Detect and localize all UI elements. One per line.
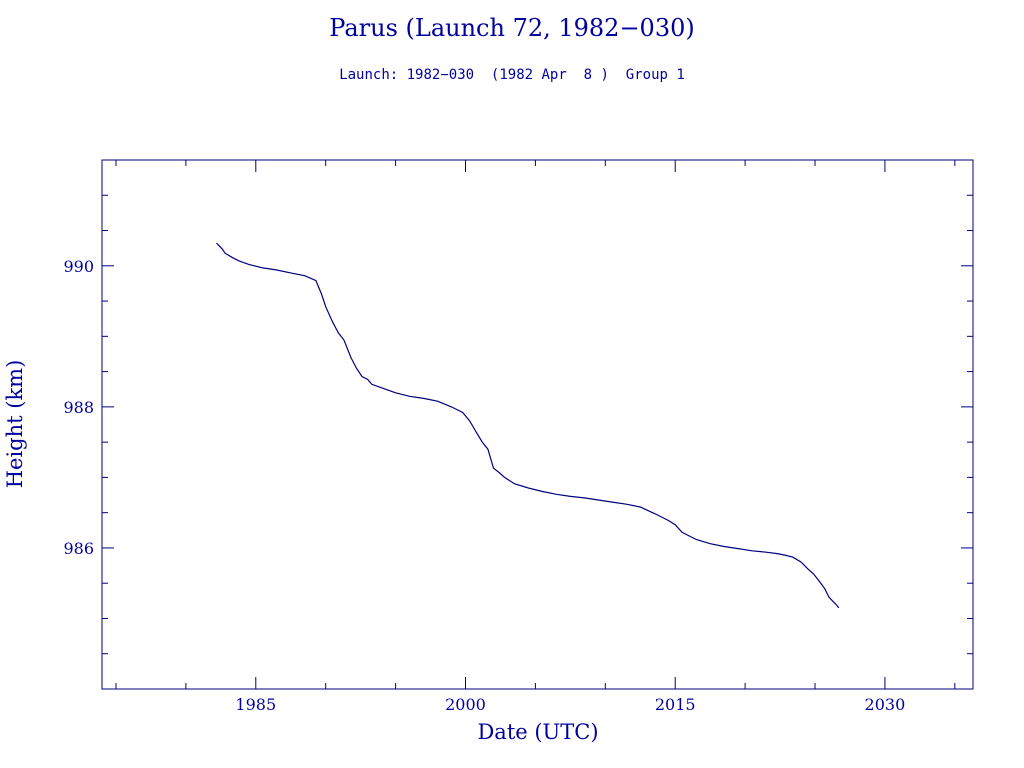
- x-axis-label: Date (UTC): [477, 720, 598, 744]
- chart-title: Parus (Launch 72, 1982−030): [329, 14, 695, 42]
- x-tick-label: 2015: [655, 695, 696, 714]
- y-tick-label: 988: [63, 398, 94, 417]
- chart-subtitle: Launch: 1982−030 (1982 Apr 8 ) Group 1: [339, 67, 685, 83]
- plot-frame: [101, 159, 974, 690]
- y-tick-label: 986: [63, 539, 94, 558]
- y-tick-label: 990: [63, 257, 94, 276]
- x-tick-label: 1985: [235, 695, 276, 714]
- x-tick-label: 2000: [445, 695, 486, 714]
- tick-marks: [102, 159, 973, 689]
- series-line-height: [216, 242, 840, 609]
- x-tick-label: 2030: [865, 695, 906, 714]
- tick-labels: 1985 2000 2015 2030 986 988 990: [63, 257, 905, 714]
- y-axis-label: Height (km): [3, 360, 27, 489]
